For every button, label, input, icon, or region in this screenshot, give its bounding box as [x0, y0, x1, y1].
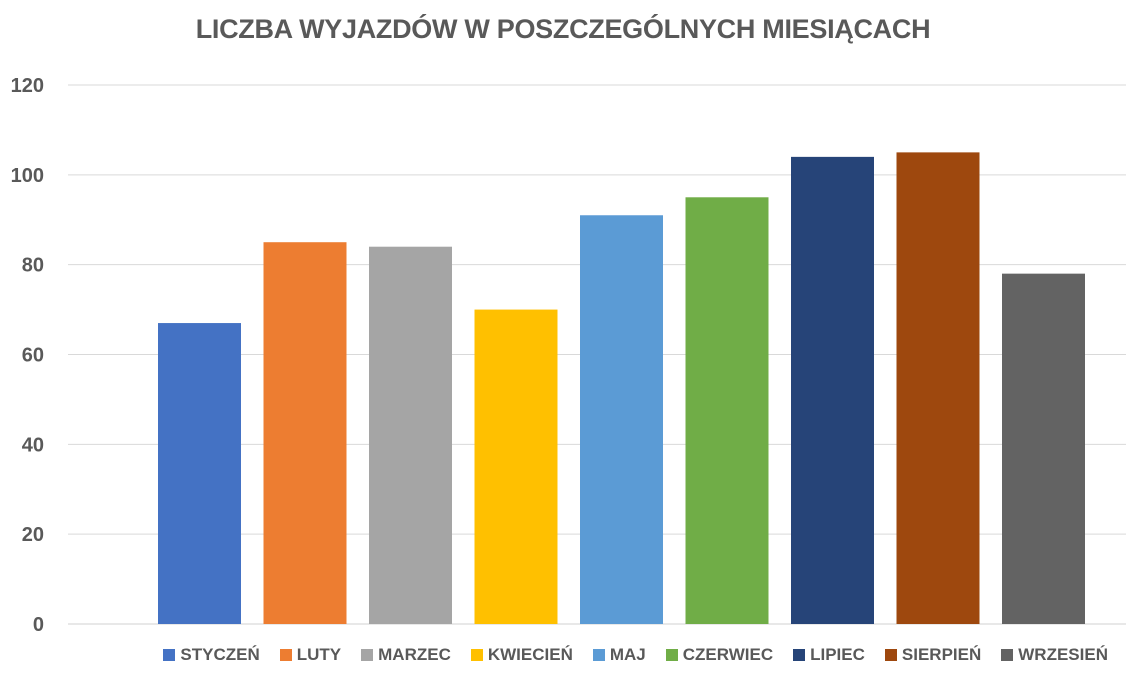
legend-label: KWIECIEŃ: [487, 645, 573, 664]
legend-item: KWIECIEŃ: [470, 645, 573, 665]
bar-luty: [263, 242, 347, 625]
legend-label: STYCZEŃ: [180, 645, 260, 664]
legend: STYCZEŃ LUTY MARZEC KWIECIEŃ MAJ CZERWIEC LIPI…: [0, 645, 1126, 665]
legend-item: LUTY: [279, 645, 342, 665]
bar-czerwiec: [685, 197, 769, 624]
legend-label: MARZEC: [378, 645, 451, 664]
y-tick-label: 40: [22, 434, 44, 456]
legend-label: MAJ: [609, 645, 646, 664]
y-tick-label: 120: [11, 75, 44, 97]
legend-label: LIPIEC: [810, 645, 865, 664]
y-tick-label: 100: [11, 165, 44, 187]
bar-wrzesień: [1002, 273, 1085, 624]
legend-item: CZERWIEC: [665, 645, 774, 665]
legend-item: MARZEC: [361, 645, 451, 665]
legend-swatch: [470, 649, 483, 661]
legend-swatch: [665, 649, 678, 661]
legend-item: WRZESIEŃ: [1001, 645, 1108, 665]
y-tick-label: 80: [22, 255, 44, 277]
legend-label: WRZESIEŃ: [1018, 645, 1108, 664]
legend-item: MAJ: [592, 645, 646, 665]
legend-label: SIERPIEŃ: [901, 645, 982, 664]
bar-kwiecień: [474, 309, 558, 624]
legend-swatch: [163, 649, 176, 661]
legend-item: STYCZEŃ: [163, 645, 260, 665]
y-tick-label: 0: [33, 614, 44, 636]
legend-swatch: [884, 649, 897, 661]
legend-swatch: [279, 649, 292, 661]
bar-marzec: [369, 246, 452, 624]
y-tick-label: 20: [22, 524, 44, 546]
legend-item: LIPIEC: [793, 645, 865, 665]
legend-swatch: [793, 649, 806, 661]
legend-item: SIERPIEŃ: [884, 645, 982, 665]
legend-swatch: [1001, 649, 1014, 661]
bar-maj: [580, 215, 663, 624]
y-tick-label: 60: [22, 345, 44, 367]
legend-swatch: [361, 649, 374, 661]
chart-title: LICZBA WYJAZDÓW W POSZCZEGÓLNYCH MIESIĄC…: [195, 14, 931, 44]
legend-label: LUTY: [296, 645, 342, 664]
bar-sierpień: [896, 152, 980, 624]
bar-lipiec: [791, 156, 874, 624]
bar-styczeń: [158, 323, 241, 624]
legend-swatch: [592, 649, 605, 661]
legend-label: CZERWIEC: [682, 645, 774, 664]
